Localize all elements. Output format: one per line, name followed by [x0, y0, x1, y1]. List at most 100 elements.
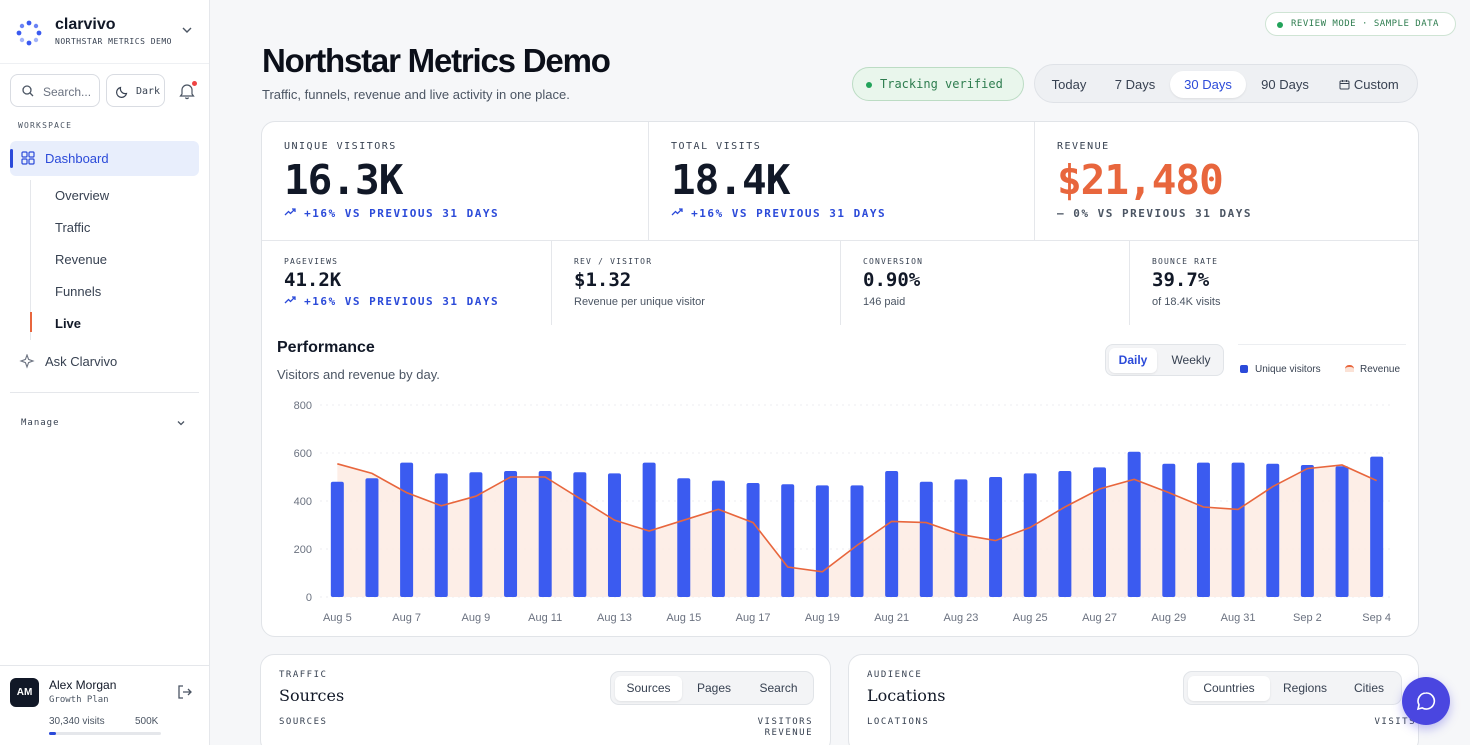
chevron-down-icon[interactable] — [176, 418, 186, 428]
tab-search[interactable]: Search — [759, 681, 798, 695]
tab-sources[interactable]: Sources — [615, 676, 682, 701]
kpi-pageviews: PAGEVIEWS 41.2K +16% VS PREVIOUS 31 DAYS — [262, 241, 552, 325]
metrics-card: UNIQUE VISITORS 16.3K +16% VS PREVIOUS 3… — [261, 121, 1419, 637]
status-dot — [866, 82, 872, 88]
tab-pages[interactable]: Pages — [696, 681, 732, 695]
chevron-down-icon — [182, 27, 192, 33]
range-custom[interactable]: Custom — [1329, 71, 1409, 98]
section-label-workspace: WORKSPACE — [18, 121, 73, 130]
kpi-value: 18.4K — [671, 156, 790, 204]
toggle-daily[interactable]: Daily — [1109, 348, 1157, 373]
trend-up-icon — [671, 208, 683, 216]
column-header-visits: VISITS — [1374, 717, 1416, 727]
bar-unique-visitors — [607, 473, 621, 597]
logout-icon[interactable] — [177, 684, 193, 700]
dashboard-grid-icon — [21, 151, 35, 165]
column-header-sources: SOURCES — [279, 717, 328, 727]
notifications-button[interactable] — [178, 81, 197, 100]
trend-up-icon — [284, 208, 296, 216]
bar-unique-visitors — [642, 462, 656, 597]
theme-toggle-button[interactable]: Dark — [106, 74, 165, 107]
card-label: TRAFFIC — [279, 670, 328, 680]
x-tick-label: Aug 27 — [1082, 612, 1117, 624]
chat-bubble-icon — [1416, 692, 1436, 711]
kpi-value: 16.3K — [284, 156, 403, 204]
kpi-label: PAGEVIEWS — [284, 257, 339, 266]
kpi-delta: — 0% VS PREVIOUS 31 DAYS — [1057, 207, 1252, 220]
x-tick-label: Aug 7 — [392, 612, 421, 624]
range-today[interactable]: Today — [1051, 77, 1087, 92]
range-custom-label: Custom — [1353, 77, 1399, 92]
y-tick-label: 800 — [294, 400, 312, 412]
x-tick-label: Aug 25 — [1013, 612, 1048, 624]
legend-label: Unique visitors — [1255, 364, 1321, 375]
chart-legend: Unique visitors Revenue — [1238, 344, 1406, 376]
bell-icon — [179, 84, 195, 100]
x-tick-label: Sep 4 — [1362, 612, 1391, 624]
sidebar-item-revenue[interactable]: Revenue — [55, 252, 108, 267]
status-dot — [1277, 22, 1283, 28]
y-tick-label: 200 — [294, 544, 312, 556]
bar-unique-visitors — [434, 473, 448, 597]
chat-button[interactable] — [1402, 677, 1450, 725]
tab-countries[interactable]: Countries — [1188, 676, 1270, 701]
y-tick-label: 400 — [294, 496, 312, 508]
kpi-rev-per-visitor: REV / VISITOR $1.32 Revenue per unique v… — [552, 241, 841, 325]
tab-cities[interactable]: Cities — [1353, 681, 1384, 695]
column-header-visitors: VISITORS — [757, 717, 813, 727]
manage-section-toggle[interactable]: Manage — [21, 418, 60, 428]
x-tick-label: Sep 2 — [1293, 612, 1322, 624]
bar-unique-visitors — [538, 471, 552, 597]
bar-unique-visitors — [850, 485, 864, 597]
brand-name: clarvivo — [55, 16, 116, 33]
performance-chart: 0 200 400 600 800 Aug 5 Aug 7 Aug 9 Aug 11 Aug 13… — [294, 400, 1394, 624]
sidebar-item-funnels[interactable]: Funnels — [55, 284, 102, 299]
performance-subtitle: Visitors and revenue by day. — [277, 367, 440, 382]
legend-swatch-visitors — [1240, 365, 1248, 373]
sidebar-item-dashboard[interactable]: Dashboard — [10, 141, 199, 176]
kpi-divider — [262, 240, 1418, 241]
x-tick-label: Aug 5 — [323, 612, 352, 624]
bar-unique-visitors — [469, 472, 483, 597]
x-tick-label: Aug 15 — [666, 612, 701, 624]
kpi-label: REV / VISITOR — [574, 257, 653, 266]
audience-tabs: Countries Regions Cities — [1183, 671, 1402, 705]
bar-unique-visitors — [711, 480, 725, 597]
clarvivo-logo-icon — [16, 20, 42, 46]
range-7-days[interactable]: 7 Days — [1114, 77, 1156, 92]
toggle-weekly[interactable]: Weekly — [1171, 353, 1211, 367]
range-30-days[interactable]: 30 Days — [1170, 71, 1246, 98]
bar-unique-visitors — [1023, 473, 1037, 597]
bar-unique-visitors — [330, 481, 344, 597]
ask-clarvivo-button[interactable]: Ask Clarvivo — [19, 352, 199, 372]
range-90-days[interactable]: 90 Days — [1261, 77, 1309, 92]
sidebar-item-traffic[interactable]: Traffic — [55, 220, 91, 235]
search-button[interactable]: Search... — [10, 74, 100, 107]
granularity-toggle: Daily Weekly — [1105, 344, 1224, 376]
bar-unique-visitors — [815, 485, 829, 597]
kpi-subtext: Revenue per unique visitor — [574, 296, 705, 308]
theme-label: Dark — [136, 86, 161, 97]
sidebar-item-label: Dashboard — [45, 151, 109, 166]
kpi-subtext: 146 paid — [863, 296, 906, 308]
ask-label: Ask Clarvivo — [45, 354, 118, 369]
tracking-status-badge[interactable]: Tracking verified — [852, 67, 1024, 101]
page-title: Northstar Metrics Demo — [262, 42, 611, 79]
avatar[interactable]: AM — [10, 678, 39, 707]
brand-switcher[interactable]: clarvivo NORTHSTAR METRICS DEMO — [0, 0, 209, 64]
tab-regions[interactable]: Regions — [1282, 681, 1328, 695]
kpi-delta: +16% VS PREVIOUS 31 DAYS — [671, 207, 886, 220]
brand-subtitle: NORTHSTAR METRICS DEMO — [55, 37, 172, 46]
traffic-card: TRAFFIC Sources Sources Pages Search SOU… — [260, 654, 831, 745]
kpi-total-visits: TOTAL VISITS 18.4K +16% VS PREVIOUS 31 D… — [649, 122, 1035, 240]
sidebar-item-overview[interactable]: Overview — [55, 188, 110, 203]
column-header-locations: LOCATIONS — [867, 717, 930, 727]
kpi-subtext: of 18.4K visits — [1152, 296, 1221, 308]
x-tick-label: Aug 9 — [462, 612, 491, 624]
usage-limit: 500K — [135, 716, 159, 727]
bar-unique-visitors — [1058, 471, 1072, 597]
search-label: Search... — [43, 85, 92, 99]
dashboard-subnav: Overview Traffic Revenue Funnels Live — [30, 180, 200, 340]
sidebar-item-live[interactable]: Live — [55, 316, 82, 331]
bar-unique-visitors — [1162, 463, 1176, 597]
